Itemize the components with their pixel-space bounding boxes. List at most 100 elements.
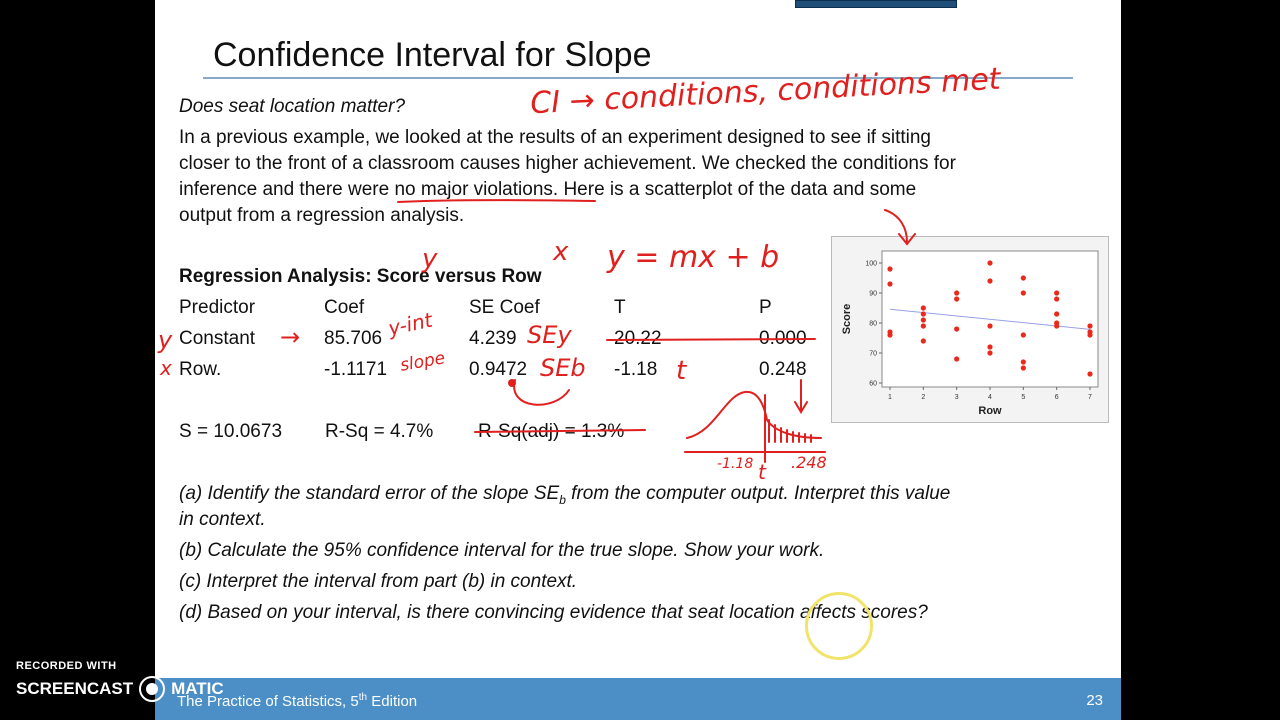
data-point <box>1054 323 1060 329</box>
col-header-t: T <box>614 297 626 318</box>
data-point <box>1087 332 1093 338</box>
hw-arrow: → <box>280 323 301 351</box>
data-point <box>954 290 960 296</box>
data-point <box>887 281 893 287</box>
ink-strike-t-p <box>606 338 816 341</box>
s-statistic: S = 10.0673 <box>179 421 283 442</box>
intro-line-3: inference and there were no major violat… <box>179 179 916 201</box>
intro-line-1: In a previous example, we looked at the … <box>179 127 931 148</box>
ink-arrow-pvalue <box>794 379 808 414</box>
watermark-brand-pre: SCREENCAST <box>16 679 134 698</box>
hw-neg118: -1.18 <box>717 456 754 472</box>
x-tick-label: 5 <box>1021 394 1025 401</box>
x-tick-label: 2 <box>921 394 925 401</box>
r-squared: R-Sq = 4.7% <box>325 421 434 442</box>
hw-y-label: y <box>422 244 438 274</box>
data-point <box>954 326 960 332</box>
question-a-line-1: (a) Identify the standard error of the s… <box>179 483 950 507</box>
data-point <box>1054 290 1060 296</box>
col-header-predictor: Predictor <box>179 297 256 318</box>
data-point <box>1020 359 1026 365</box>
intro-line-2: closer to the front of a classroom cause… <box>179 153 956 174</box>
intro-line-4: output from a regression analysis. <box>179 205 465 226</box>
data-point <box>1087 371 1093 377</box>
question-c: (c) Interpret the interval from part (b)… <box>179 571 578 592</box>
question-a-pre: (a) Identify the standard error of the s… <box>179 483 560 504</box>
ink-curved-arrow <box>513 379 570 406</box>
scatterplot: 1 2 3 4 5 6 7 60 70 80 90 100 Row Score <box>841 250 1099 417</box>
row-row-predictor: Row. <box>179 359 222 380</box>
hw-sey: SEy <box>527 321 572 349</box>
watermark-brand: SCREENCAST MATIC <box>16 676 224 702</box>
data-point <box>954 356 960 362</box>
row-constant-t: 20.22 <box>614 328 662 349</box>
x-axis-label: Row <box>978 405 1002 417</box>
ink-strike-rsq-adj <box>474 429 646 433</box>
y-tick-label: 100 <box>865 261 877 268</box>
data-point <box>987 350 993 356</box>
footer-book-post: Edition <box>367 693 418 710</box>
data-point <box>1020 332 1026 338</box>
data-point <box>1020 365 1026 371</box>
row-row-p: 0.248 <box>759 359 807 380</box>
row-row-se: 0.9472 <box>469 359 528 380</box>
watermark-brand-post: MATIC <box>171 679 224 698</box>
intro-line-3-pre: inference and there were <box>179 179 395 200</box>
y-tick-label: 70 <box>869 351 877 358</box>
page-number: 23 <box>1086 692 1103 709</box>
data-point <box>1054 296 1060 302</box>
ink-underline <box>397 199 596 203</box>
footer-bar: The Practice of Statistics, 5th Edition … <box>155 678 1121 720</box>
hw-p248: .248 <box>791 453 827 472</box>
data-point <box>920 338 926 344</box>
col-header-coef: Coef <box>324 297 365 318</box>
hw-equation: y = mx + b <box>607 240 780 275</box>
question-a-line-2: in context. <box>179 509 266 530</box>
question-heading: Does seat location matter? <box>179 96 406 117</box>
hw-x-label: x <box>553 237 569 267</box>
x-tick-label: 7 <box>1088 394 1092 401</box>
ink-t-curve <box>686 390 822 439</box>
x-tick-label: 1 <box>888 394 892 401</box>
data-point <box>920 317 926 323</box>
hw-x-margin: x <box>160 356 172 380</box>
y-tick-label: 60 <box>869 381 877 388</box>
data-point <box>920 311 926 317</box>
hw-t: t <box>676 356 687 386</box>
hw-seb: SEb <box>540 354 586 382</box>
watermark-recorded: RECORDED WITH <box>16 660 117 672</box>
top-tab-bar <box>795 0 957 8</box>
title-divider <box>203 77 1073 79</box>
intro-underlined: no major violations <box>394 179 553 200</box>
data-point <box>920 305 926 311</box>
data-point <box>1020 290 1026 296</box>
slide: Confidence Interval for Slope Does seat … <box>155 0 1121 720</box>
ink-dot <box>508 379 516 387</box>
slide-title: Confidence Interval for Slope <box>213 36 652 74</box>
data-point <box>887 266 893 272</box>
data-point <box>987 260 993 266</box>
data-point <box>987 344 993 350</box>
intro-line-3-post: . Here is a scatterplot of the data and … <box>552 179 917 200</box>
data-point <box>1087 323 1093 329</box>
data-point <box>887 332 893 338</box>
hw-t2: t <box>758 460 766 484</box>
hw-y-margin: y <box>158 326 173 354</box>
ink-strokes <box>397 199 916 463</box>
row-constant-predictor: Constant <box>179 328 256 349</box>
row-row-coef: -1.1171 <box>324 359 388 380</box>
data-point <box>954 296 960 302</box>
data-point <box>987 278 993 284</box>
footer-book-pre: The Practice of Statistics, 5 <box>177 693 359 710</box>
footer-book-title: The Practice of Statistics, 5th Edition <box>177 692 417 710</box>
screencast-watermark: RECORDED WITH SCREENCAST MATIC <box>16 660 224 702</box>
data-point <box>1020 275 1026 281</box>
question-d: (d) Based on your interval, is there con… <box>179 602 928 623</box>
cursor-highlight <box>805 592 873 660</box>
col-header-se-coef: SE Coef <box>469 297 540 318</box>
screencast-logo-icon <box>139 676 166 702</box>
ink-t-shading <box>768 419 812 443</box>
x-tick-label: 4 <box>988 394 992 401</box>
ink-arrow-plot <box>884 209 916 246</box>
x-tick-label: 6 <box>1055 394 1059 401</box>
